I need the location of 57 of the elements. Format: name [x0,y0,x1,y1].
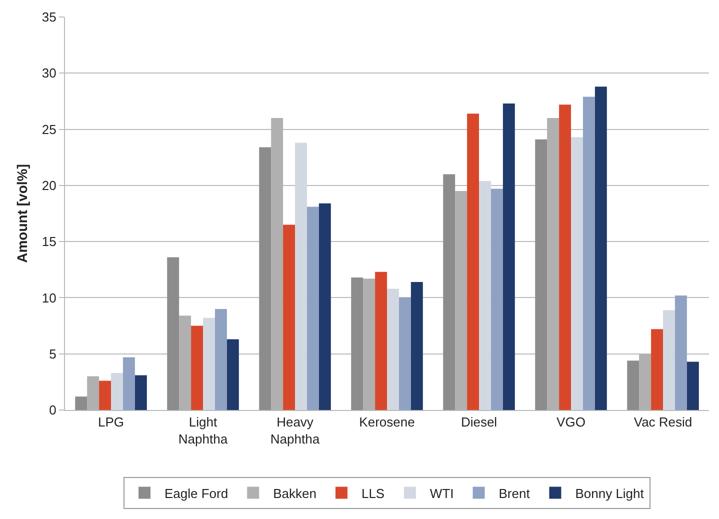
y-tick-label: 25 [42,122,56,137]
bar [295,142,307,410]
bar [283,224,295,410]
legend-label: Brent [498,486,530,501]
bar [398,298,411,410]
bar [467,114,479,410]
bar [259,147,272,410]
bar [443,174,456,410]
bar [571,137,583,410]
x-tick-label: Kerosene [359,414,415,430]
y-tick-label: 30 [42,66,56,81]
legend-label: Bonny Light [575,486,644,501]
bar [134,375,147,410]
bar [535,139,548,410]
x-tick-label: VGO [556,414,586,430]
bar [651,329,663,410]
x-tick-label: Diesel [460,414,498,430]
bar [203,318,215,410]
bar [490,188,503,410]
bar [122,357,135,410]
y-axis-title: Amount [vol%] [14,164,30,263]
y-tick-label: 10 [42,290,56,306]
x-tick-label: Heavy Naphtha [270,414,320,446]
y-tick-label: 0 [49,402,56,418]
bar [75,396,88,410]
bar [318,203,331,410]
bar [594,86,607,410]
bar [191,326,203,410]
y-tick-label: 35 [42,10,56,25]
bar [502,103,515,410]
y-tick-label: 15 [42,234,56,250]
bar [410,282,423,410]
bar [387,288,399,410]
y-tick-label: 20 [42,178,56,193]
bar [559,104,571,410]
bar [479,180,491,410]
bar [226,339,239,410]
bar [627,360,640,410]
bar [375,272,387,410]
x-tick-label: LPG [98,414,124,430]
x-tick-label: Vac Resid [634,414,692,430]
x-tick-label: Light Naphtha [178,414,228,446]
legend-label: WTI [430,486,454,501]
legend-label: LLS [361,486,385,501]
bar [167,257,180,410]
bar [663,310,675,410]
legend-label: Bakken [273,486,316,501]
bar [686,362,699,410]
bar [99,380,111,410]
bar [111,372,123,410]
bar [582,96,595,410]
bar [674,295,687,410]
bar [306,206,319,410]
bar [214,308,227,410]
y-tick-label: 5 [49,346,56,362]
legend-label: Eagle Ford [164,486,228,501]
bar [351,278,364,410]
